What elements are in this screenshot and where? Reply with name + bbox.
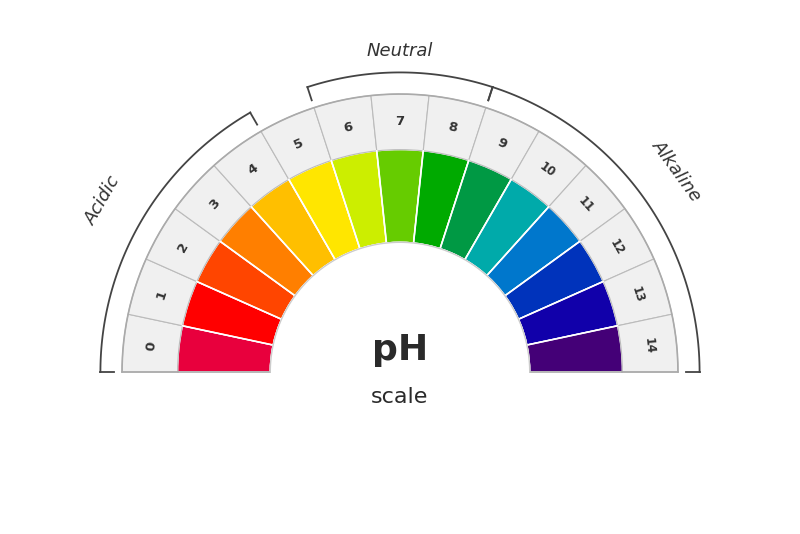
- Wedge shape: [469, 108, 539, 179]
- Wedge shape: [122, 314, 182, 372]
- Wedge shape: [486, 207, 580, 296]
- Wedge shape: [465, 179, 549, 276]
- Text: 14: 14: [642, 337, 656, 355]
- Wedge shape: [197, 241, 295, 319]
- Wedge shape: [175, 166, 251, 241]
- Wedge shape: [314, 96, 377, 161]
- Text: 1: 1: [154, 288, 170, 301]
- Text: 7: 7: [395, 115, 405, 128]
- Text: 6: 6: [342, 120, 354, 135]
- Wedge shape: [549, 166, 625, 241]
- Wedge shape: [128, 259, 197, 326]
- Text: 5: 5: [291, 136, 305, 151]
- Text: 12: 12: [607, 237, 626, 257]
- Wedge shape: [527, 326, 622, 372]
- Text: Alkaline: Alkaline: [649, 136, 706, 205]
- Text: 13: 13: [630, 285, 646, 304]
- Wedge shape: [518, 281, 618, 345]
- Text: 10: 10: [537, 160, 558, 179]
- Wedge shape: [182, 281, 282, 345]
- Text: 3: 3: [206, 197, 222, 213]
- Wedge shape: [371, 94, 429, 151]
- Text: 4: 4: [246, 162, 261, 178]
- Wedge shape: [331, 151, 386, 249]
- Wedge shape: [580, 209, 654, 281]
- Wedge shape: [423, 96, 486, 161]
- Wedge shape: [220, 207, 314, 296]
- Wedge shape: [178, 326, 273, 372]
- Text: 2: 2: [175, 240, 191, 254]
- Text: 9: 9: [495, 136, 509, 151]
- Wedge shape: [261, 108, 331, 179]
- Wedge shape: [289, 161, 360, 260]
- Wedge shape: [214, 131, 289, 207]
- Wedge shape: [270, 242, 530, 372]
- Wedge shape: [377, 150, 423, 243]
- Text: scale: scale: [371, 387, 429, 407]
- Wedge shape: [603, 259, 672, 326]
- Wedge shape: [414, 151, 469, 249]
- Wedge shape: [511, 131, 586, 207]
- Text: Neutral: Neutral: [367, 42, 433, 60]
- Text: pH: pH: [372, 333, 428, 367]
- Wedge shape: [618, 314, 678, 372]
- Text: 11: 11: [576, 194, 596, 215]
- Text: 8: 8: [446, 120, 458, 135]
- Wedge shape: [505, 241, 603, 319]
- Wedge shape: [251, 179, 335, 276]
- Wedge shape: [440, 161, 511, 260]
- Wedge shape: [146, 209, 220, 281]
- Text: 0: 0: [144, 341, 158, 351]
- Text: Acidic: Acidic: [82, 173, 124, 228]
